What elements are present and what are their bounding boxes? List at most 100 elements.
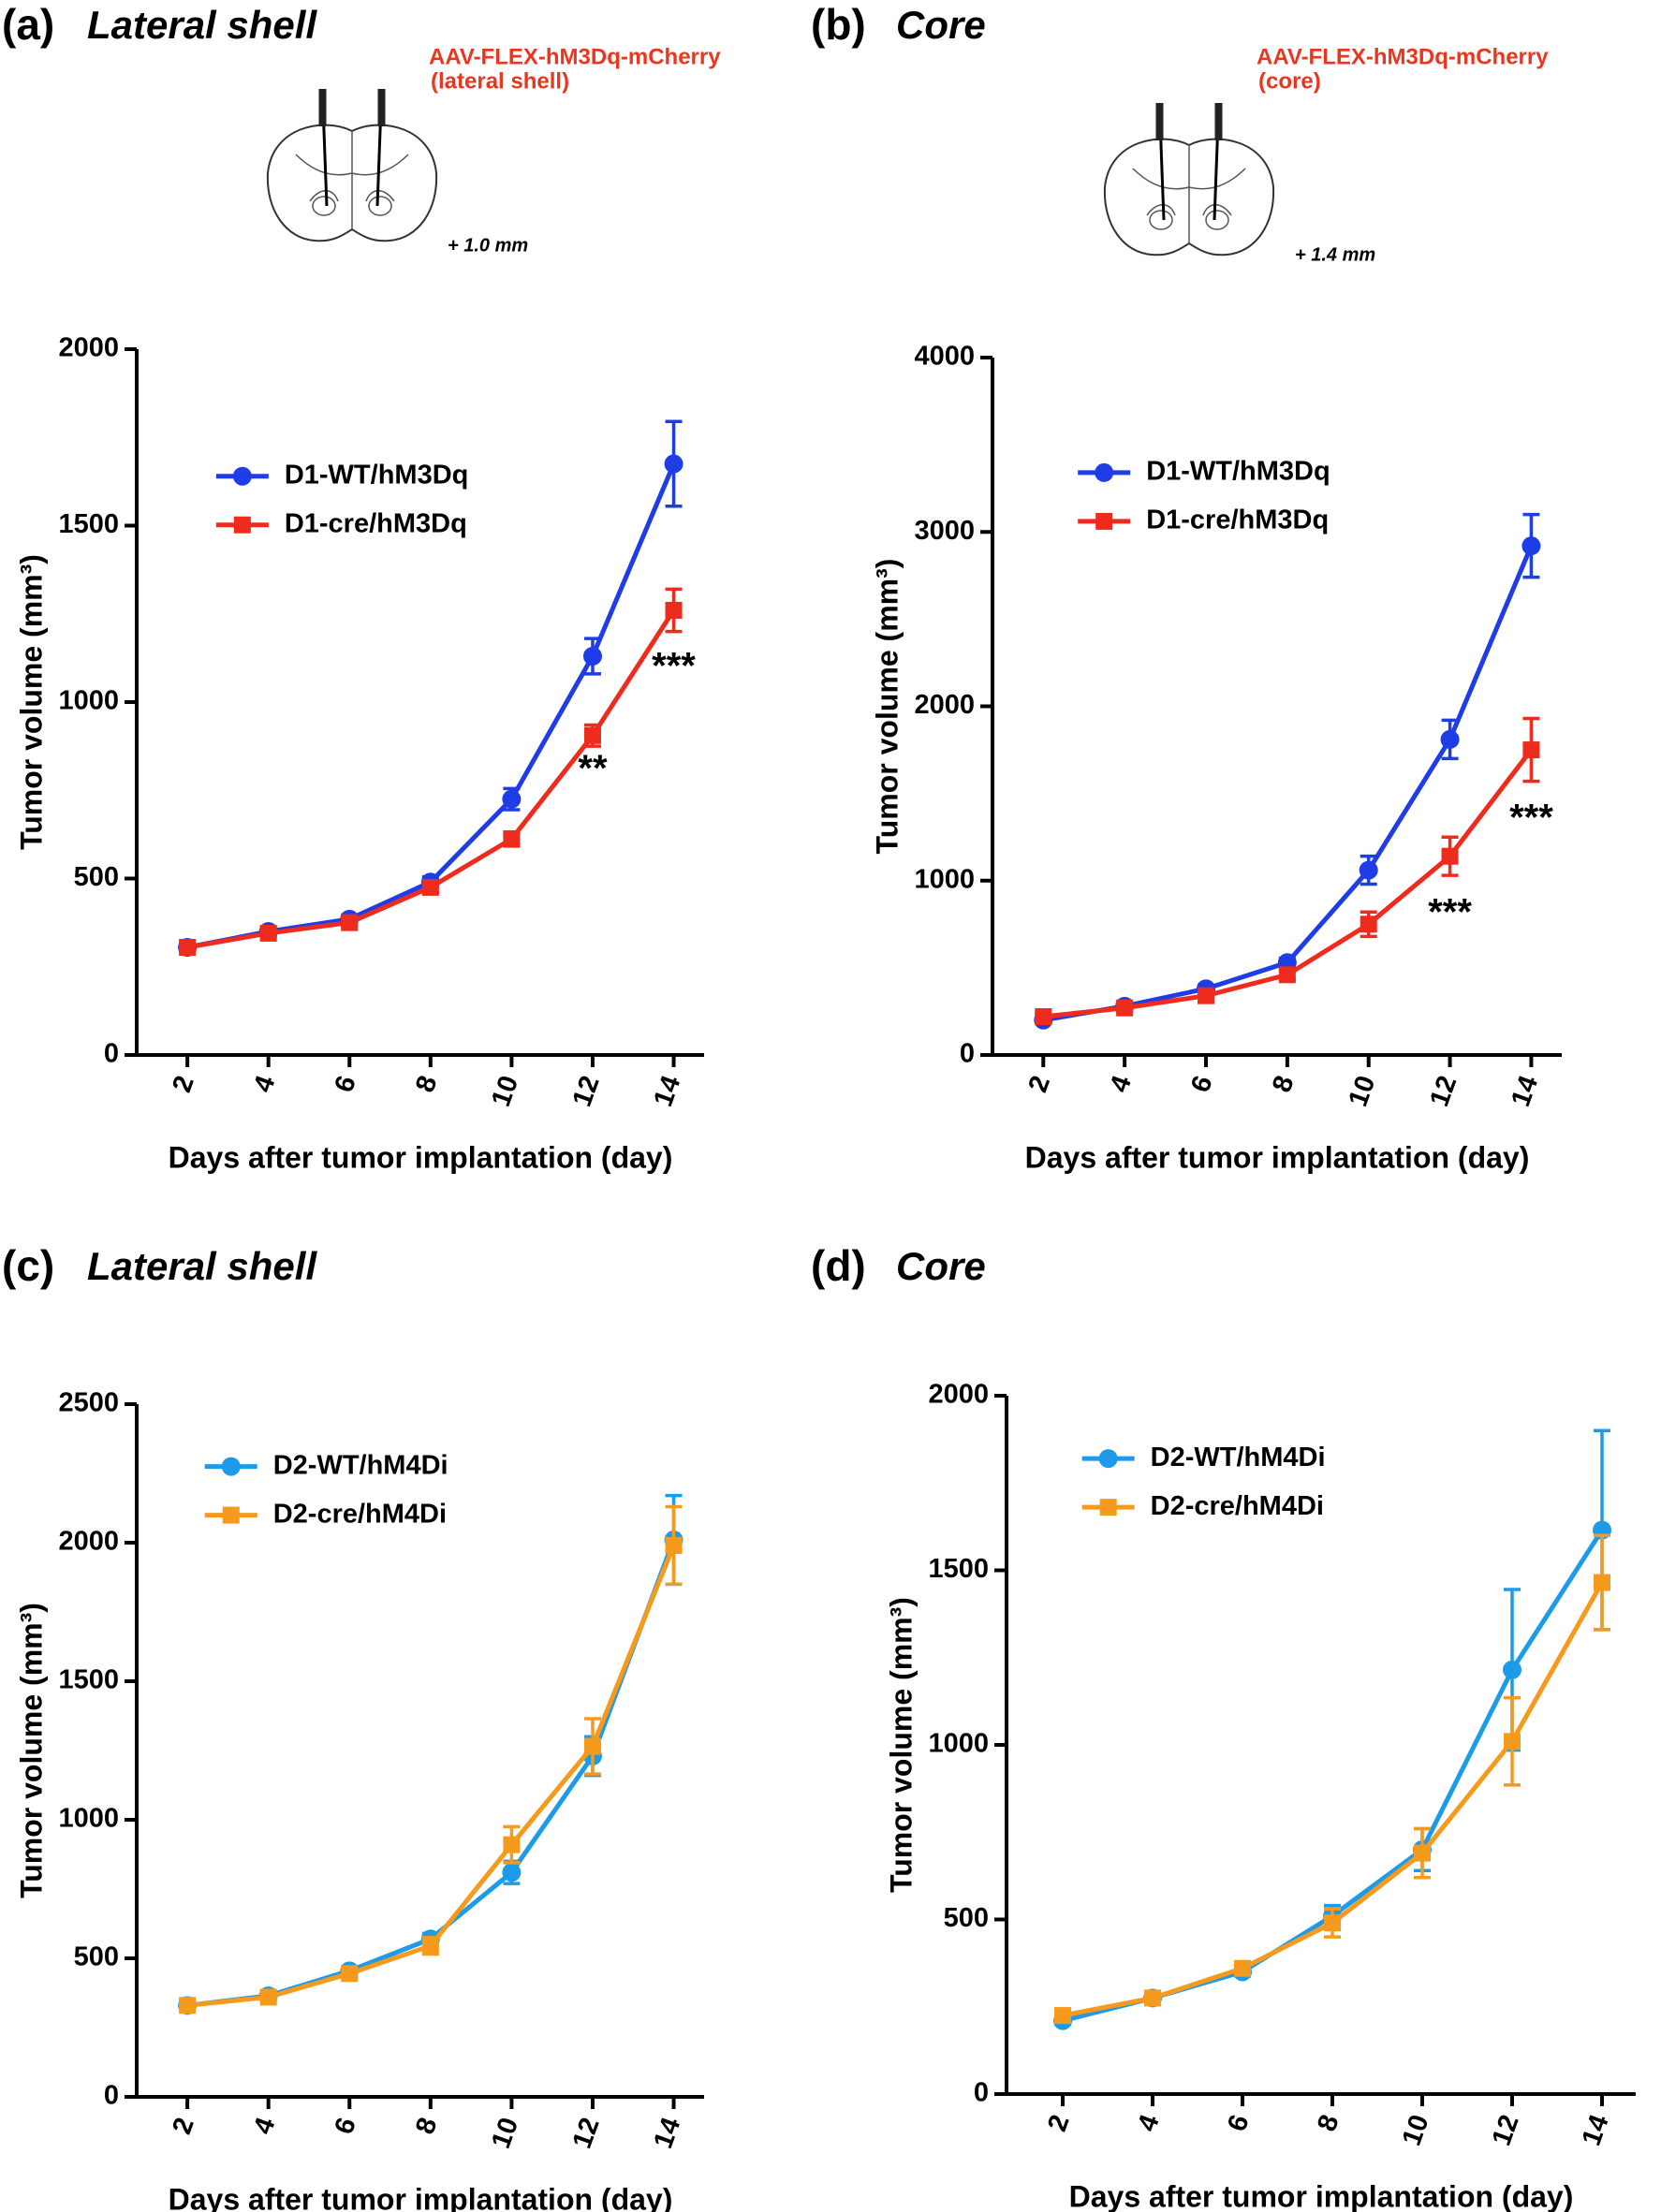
data-point [1324,1914,1341,1932]
legend-label: D2-cre/hM4Di [273,1499,447,1529]
legend-label: D2-cre/hM4Di [1151,1491,1324,1521]
brain-inner [1132,145,1246,243]
inset-text: (core) [1258,68,1321,94]
x-tick-label: 6 [1185,1072,1219,1096]
x-tick-label: 8 [410,1072,444,1096]
x-tick-label: 2 [1042,2111,1076,2135]
data-point [1504,1733,1521,1751]
y-tick-label: 1500 [58,1665,119,1695]
data-point [665,1536,683,1554]
y-tick-label: 1500 [928,1554,989,1584]
y-tick-label: 2000 [58,333,119,363]
data-point [1503,1660,1521,1679]
data-point [259,924,277,942]
data-point [1035,1008,1052,1026]
x-tick-label: 14 [1506,1072,1544,1110]
x-tick-label: 2 [167,1072,200,1096]
x-tick-label: 14 [1577,2111,1615,2149]
data-point [1054,2007,1071,2025]
y-tick-label: 2000 [58,1527,119,1557]
data-point [502,1863,522,1882]
data-point [1594,1574,1610,1591]
panel-label: (c) [2,1241,54,1290]
data-point [583,1737,601,1755]
brain-diagram [1103,103,1275,256]
panel-title: Core [896,3,986,47]
legend-marker [1099,1499,1117,1516]
data-point [1441,847,1459,865]
legend-marker [233,516,251,534]
inset-coordinate: + 1.4 mm [1295,244,1375,265]
data-point [1440,729,1460,749]
x-tick-label: 6 [1222,2111,1256,2135]
x-tick-label: 6 [329,2114,362,2138]
y-tick-label: 0 [104,2081,119,2111]
data-point [1521,536,1541,556]
legend-label: D1-cre/hM3Dq [1146,505,1329,535]
y-axis-label: Tumor volume (mm³) [14,554,48,850]
significance: *** [1509,798,1553,839]
y-tick-label: 1000 [914,864,975,894]
significance: *** [652,645,696,686]
x-tick-label: 4 [248,2114,282,2138]
panel-label: (d) [811,1241,866,1290]
data-point [179,1997,197,2014]
y-tick-label: 0 [974,2078,989,2108]
panel-title: Core [896,1244,986,1288]
inset-text: AAV-FLEX-hM3Dq-mCherry [1257,44,1549,69]
panel-label: (b) [811,0,866,49]
legend-marker [1095,462,1114,482]
injector [318,89,327,126]
inset-coordinate: + 1.0 mm [448,235,528,256]
data-point [1359,860,1378,880]
data-point [664,454,684,474]
panel-title: Lateral shell [87,3,317,47]
x-tick-label: 2 [1022,1072,1056,1096]
x-tick-label: 10 [1397,2111,1435,2149]
legend-marker [222,1506,240,1524]
x-tick-label: 12 [1424,1072,1463,1110]
x-axis-label: Days after tumor implantation (day) [1069,2179,1574,2212]
data-point [503,1836,521,1853]
legend-label: D2-WT/hM4Di [273,1450,448,1480]
legend-marker [221,1457,241,1476]
x-tick-label: 8 [1312,2111,1345,2135]
y-tick-label: 500 [74,862,119,892]
significance: *** [1428,891,1472,932]
y-tick-label: 4000 [914,342,975,372]
x-tick-label: 10 [486,1072,524,1110]
series-line [1042,545,1534,1023]
y-tick-label: 500 [74,1942,119,1972]
injector [1155,103,1164,140]
data-point [1360,916,1377,933]
brain-region [368,196,392,216]
y-tick-label: 1000 [58,1804,119,1834]
data-point [665,601,683,619]
y-tick-label: 1500 [58,509,119,539]
series-line [1062,1529,1605,2024]
brain-region [1205,210,1229,230]
data-point [421,1937,439,1955]
data-point [583,726,601,744]
legend-label: D1-cre/hM3Dq [285,508,467,538]
x-tick-label: 8 [410,2114,444,2138]
x-axis-label: Days after tumor implantation (day) [169,1140,673,1174]
data-point [502,789,522,809]
x-tick-label: 2 [167,2114,200,2138]
y-tick-label: 1000 [928,1729,989,1759]
x-tick-label: 10 [1343,1072,1381,1110]
x-axis-label: Days after tumor implantation (day) [1025,1140,1530,1174]
data-point [503,830,521,848]
x-tick-label: 4 [1132,2111,1166,2135]
y-tick-label: 500 [944,1903,989,1933]
y-axis-label: Tumor volume (mm³) [884,1597,918,1893]
inset-text: AAV-FLEX-hM3Dq-mCherry [429,44,721,69]
legend-marker [1098,1449,1118,1469]
x-tick-label: 6 [329,1072,362,1096]
legend-label: D1-WT/hM3Dq [285,460,469,490]
data-point [259,1988,277,2006]
x-tick-label: 12 [1487,2111,1525,2149]
brain-inner [295,131,409,229]
data-point [1522,741,1540,759]
x-tick-label: 10 [486,2114,524,2152]
